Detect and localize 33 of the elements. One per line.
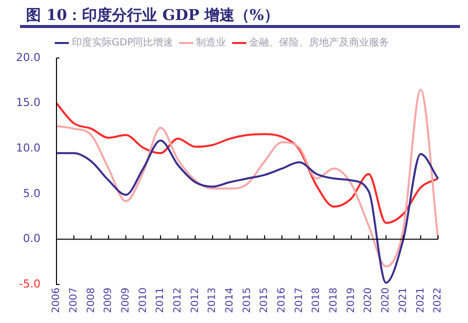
legend-label: 制造业 [196, 36, 226, 49]
x-tick-label: 2015 [259, 288, 270, 314]
y-tick-label: 15.0 [16, 96, 40, 110]
chart-title: 图 10：印度分行业 GDP 增速（%） [20, 6, 460, 28]
legend-label: 金融、保险、房地产及商业服务 [249, 36, 390, 49]
x-tick-label: 2021 [398, 288, 409, 314]
x-tick-label: 2008 [86, 288, 97, 314]
x-tick-label: 2020 [380, 288, 392, 314]
x-tick-label: 2018 [311, 288, 322, 314]
x-tick-label: 2009 [103, 288, 114, 314]
x-tick-label: 2015 [242, 288, 253, 314]
x-tick-label: 2006 [51, 288, 62, 314]
x-tick-label: 2018 [328, 288, 340, 314]
x-tick-label: 2014 [224, 288, 236, 314]
x-tick-label: 2022 [432, 288, 444, 314]
x-tick-label: 2019 [346, 288, 357, 314]
x-tick-label: 2007 [68, 288, 80, 314]
legend-label: 印度实际GDP同比增速 [72, 36, 174, 49]
x-tick-label: 2016 [276, 288, 288, 314]
x-tick-label: 2021 [415, 288, 426, 314]
y-tick-label: -5.0 [19, 277, 40, 290]
y-tick-label: 5.0 [22, 186, 40, 200]
x-tick-label: 2010 [138, 288, 149, 314]
x-tick-label: 2013 [207, 288, 218, 314]
x-tick-label: 2009 [120, 288, 132, 314]
x-tick-label: 2012 [190, 288, 201, 314]
x-tick-label: 2017 [294, 288, 305, 314]
x-tick-label: 2012 [172, 288, 184, 314]
y-tick-label: 0.0 [22, 232, 40, 246]
x-tick-label: 2011 [155, 288, 166, 314]
y-tick-label: 10.0 [16, 141, 40, 154]
x-tick-label: 2020 [363, 288, 374, 314]
y-tick-label: 20.0 [16, 50, 40, 64]
